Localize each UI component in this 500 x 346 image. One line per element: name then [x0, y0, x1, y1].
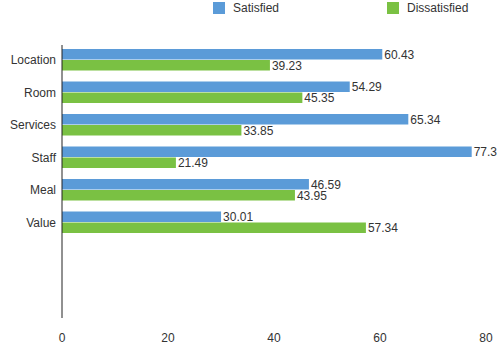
data-label: 21.49	[178, 156, 208, 170]
category-label: Meal	[30, 183, 56, 197]
tick-label: 80	[479, 331, 493, 345]
legend-swatch	[387, 2, 399, 14]
category-label: Services	[10, 118, 56, 132]
category-label: Staff	[32, 151, 57, 165]
category-label: Location	[11, 53, 56, 67]
tick-label: 40	[267, 331, 281, 345]
labels: 60.43 39.23 Location 54.29 45.35 Room 65.34 33.…	[10, 48, 497, 236]
chart-svg: 60.43 39.23 Location 54.29 45.35 Room 65.34 33.…	[0, 0, 500, 346]
legend-label: Dissatisfied	[407, 1, 468, 15]
bar	[62, 212, 221, 223]
data-label: 54.29	[352, 80, 382, 94]
data-label: 60.43	[384, 48, 414, 62]
legend: Satisfied Dissatisfied	[213, 1, 468, 15]
data-label: 30.01	[223, 210, 253, 224]
bar	[62, 179, 309, 190]
bar	[62, 147, 472, 158]
chart-root: 60.43 39.23 Location 54.29 45.35 Room 65.34 33.…	[0, 0, 500, 346]
bar	[62, 93, 302, 104]
data-label: 33.85	[243, 124, 273, 138]
bars	[62, 49, 472, 233]
data-label: 43.95	[297, 189, 327, 203]
bar	[62, 60, 270, 71]
data-label: 45.35	[304, 91, 334, 105]
bar	[62, 125, 241, 136]
data-label: 77.3	[474, 145, 498, 159]
category-label: Room	[24, 86, 56, 100]
data-label: 65.34	[410, 113, 440, 127]
data-label: 39.23	[272, 59, 302, 73]
legend-label: Satisfied	[233, 1, 279, 15]
bar	[62, 158, 176, 169]
bar	[62, 114, 408, 125]
bar	[62, 49, 382, 60]
axis-line	[62, 45, 63, 318]
category-label: Value	[26, 216, 56, 230]
bar	[62, 190, 295, 201]
tick-label: 0	[59, 331, 66, 345]
tick-label: 60	[373, 331, 387, 345]
legend-swatch	[213, 2, 225, 14]
data-label: 57.34	[368, 221, 398, 235]
bar	[62, 223, 366, 234]
tick-label: 20	[161, 331, 175, 345]
